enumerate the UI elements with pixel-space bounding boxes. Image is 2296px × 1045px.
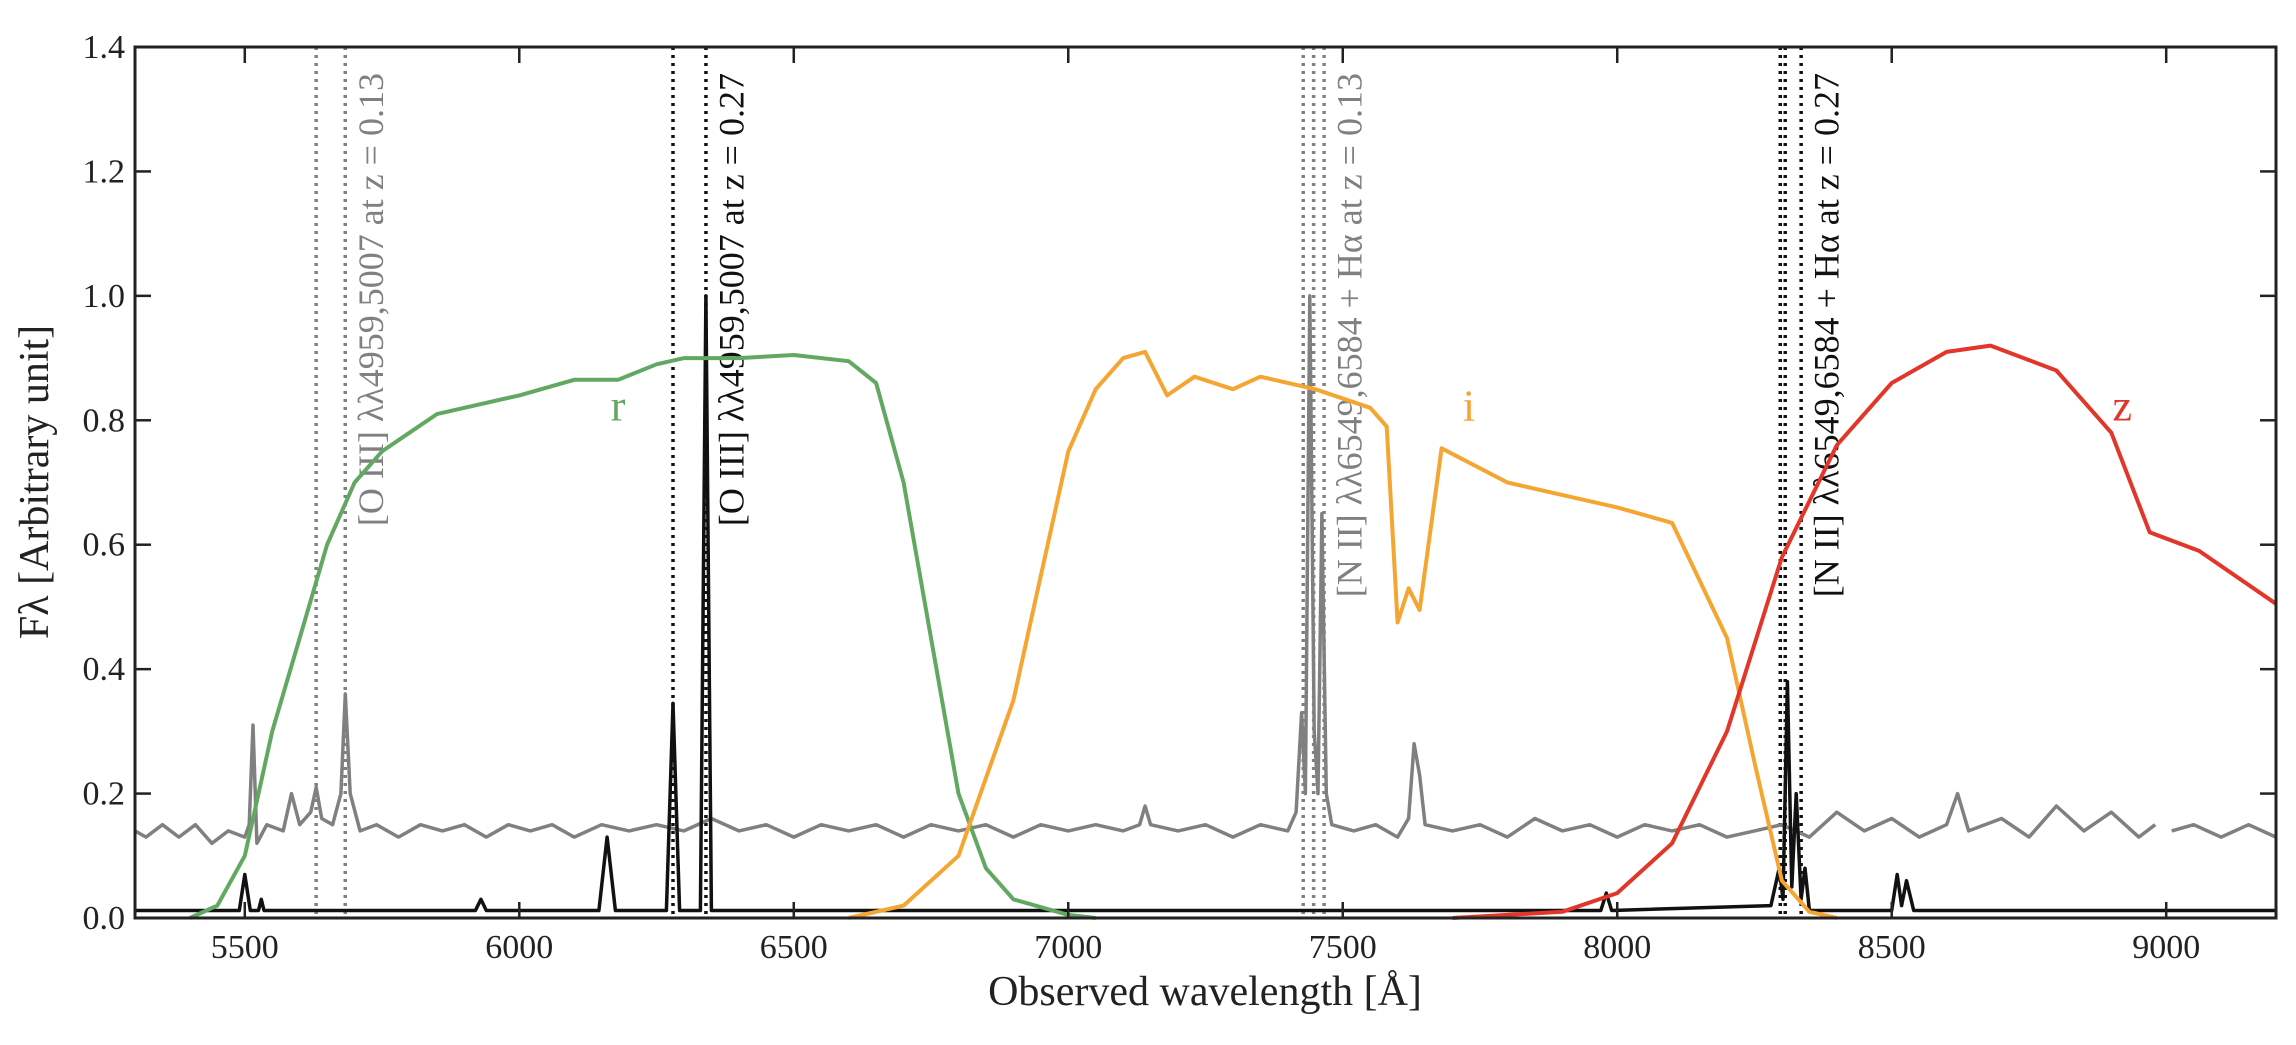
- y-tick-label: 1.0: [83, 278, 126, 315]
- y-tick-label: 0.2: [83, 776, 126, 813]
- annotation: [O III] λλ4959,5007 at z = 0.13: [351, 73, 391, 526]
- spectrum: [134, 294, 2277, 846]
- y-tick-label: 0.0: [83, 900, 126, 937]
- y-tick-label: 0.8: [83, 402, 126, 439]
- x-tick-label: 8500: [1858, 929, 1926, 966]
- x-tick-label: 7000: [1034, 929, 1102, 966]
- y-tick-label: 1.2: [83, 153, 126, 190]
- filter-curve: [1452, 343, 2278, 920]
- x-tick-label: 6500: [760, 929, 828, 966]
- y-tick-label: 0.6: [83, 527, 126, 564]
- x-tick-label: 7500: [1309, 929, 1377, 966]
- y-axis-label: Fλ [Arbitrary unit]: [12, 325, 58, 639]
- spectrum: [135, 294, 2276, 913]
- filter-curve: [848, 349, 1838, 920]
- series-label: r: [611, 381, 626, 430]
- x-tick-label: 5500: [211, 929, 279, 966]
- x-tick-label: 8000: [1583, 929, 1651, 966]
- y-tick-label: 0.4: [83, 651, 126, 688]
- x-tick-label: 6000: [485, 929, 553, 966]
- annotation: [N II] λλ6549,6584 + Hα at z = 0.13: [1330, 73, 1370, 597]
- series-label: i: [1463, 381, 1475, 430]
- filter-curve: [189, 353, 1096, 920]
- x-tick-label: 9000: [2132, 929, 2200, 966]
- y-tick-label: 1.4: [83, 29, 126, 66]
- annotation: [N II] λλ6549,6584 + Hα at z = 0.27: [1807, 73, 1847, 597]
- series-label: z: [2113, 381, 2133, 430]
- annotation: [O III] λλ4959,5007 at z = 0.27: [712, 73, 752, 526]
- x-axis-label: Observed wavelength [Å]: [988, 969, 1422, 1015]
- plot-frame: [133, 45, 2278, 920]
